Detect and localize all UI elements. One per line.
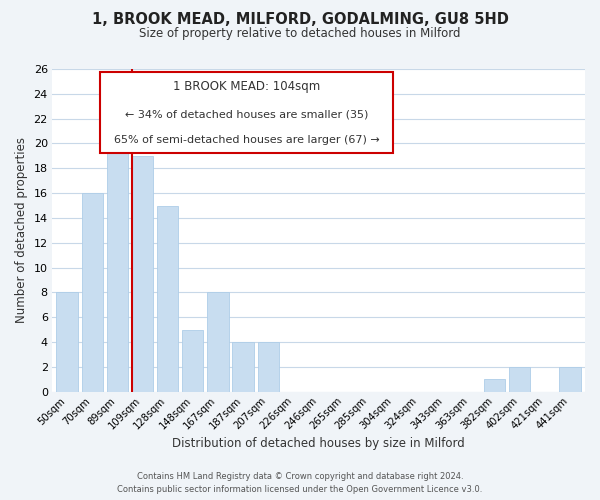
Bar — [157, 206, 178, 392]
Text: Contains HM Land Registry data © Crown copyright and database right 2024.: Contains HM Land Registry data © Crown c… — [137, 472, 463, 481]
X-axis label: Distribution of detached houses by size in Milford: Distribution of detached houses by size … — [172, 437, 465, 450]
Bar — [509, 367, 530, 392]
Text: 1, BROOK MEAD, MILFORD, GODALMING, GU8 5HD: 1, BROOK MEAD, MILFORD, GODALMING, GU8 5… — [92, 12, 508, 28]
Bar — [232, 342, 254, 392]
Bar — [82, 193, 103, 392]
Text: 1 BROOK MEAD: 104sqm: 1 BROOK MEAD: 104sqm — [173, 80, 320, 94]
Text: Contains public sector information licensed under the Open Government Licence v3: Contains public sector information licen… — [118, 485, 482, 494]
Bar — [56, 292, 78, 392]
Y-axis label: Number of detached properties: Number of detached properties — [15, 138, 28, 324]
Bar — [207, 292, 229, 392]
Bar — [107, 118, 128, 392]
Bar — [132, 156, 153, 392]
Bar — [257, 342, 279, 392]
Text: Size of property relative to detached houses in Milford: Size of property relative to detached ho… — [139, 28, 461, 40]
Bar — [484, 379, 505, 392]
Bar — [559, 367, 581, 392]
Text: 65% of semi-detached houses are larger (67) →: 65% of semi-detached houses are larger (… — [113, 135, 379, 145]
Bar — [182, 330, 203, 392]
Text: ← 34% of detached houses are smaller (35): ← 34% of detached houses are smaller (35… — [125, 110, 368, 120]
FancyBboxPatch shape — [100, 72, 393, 153]
